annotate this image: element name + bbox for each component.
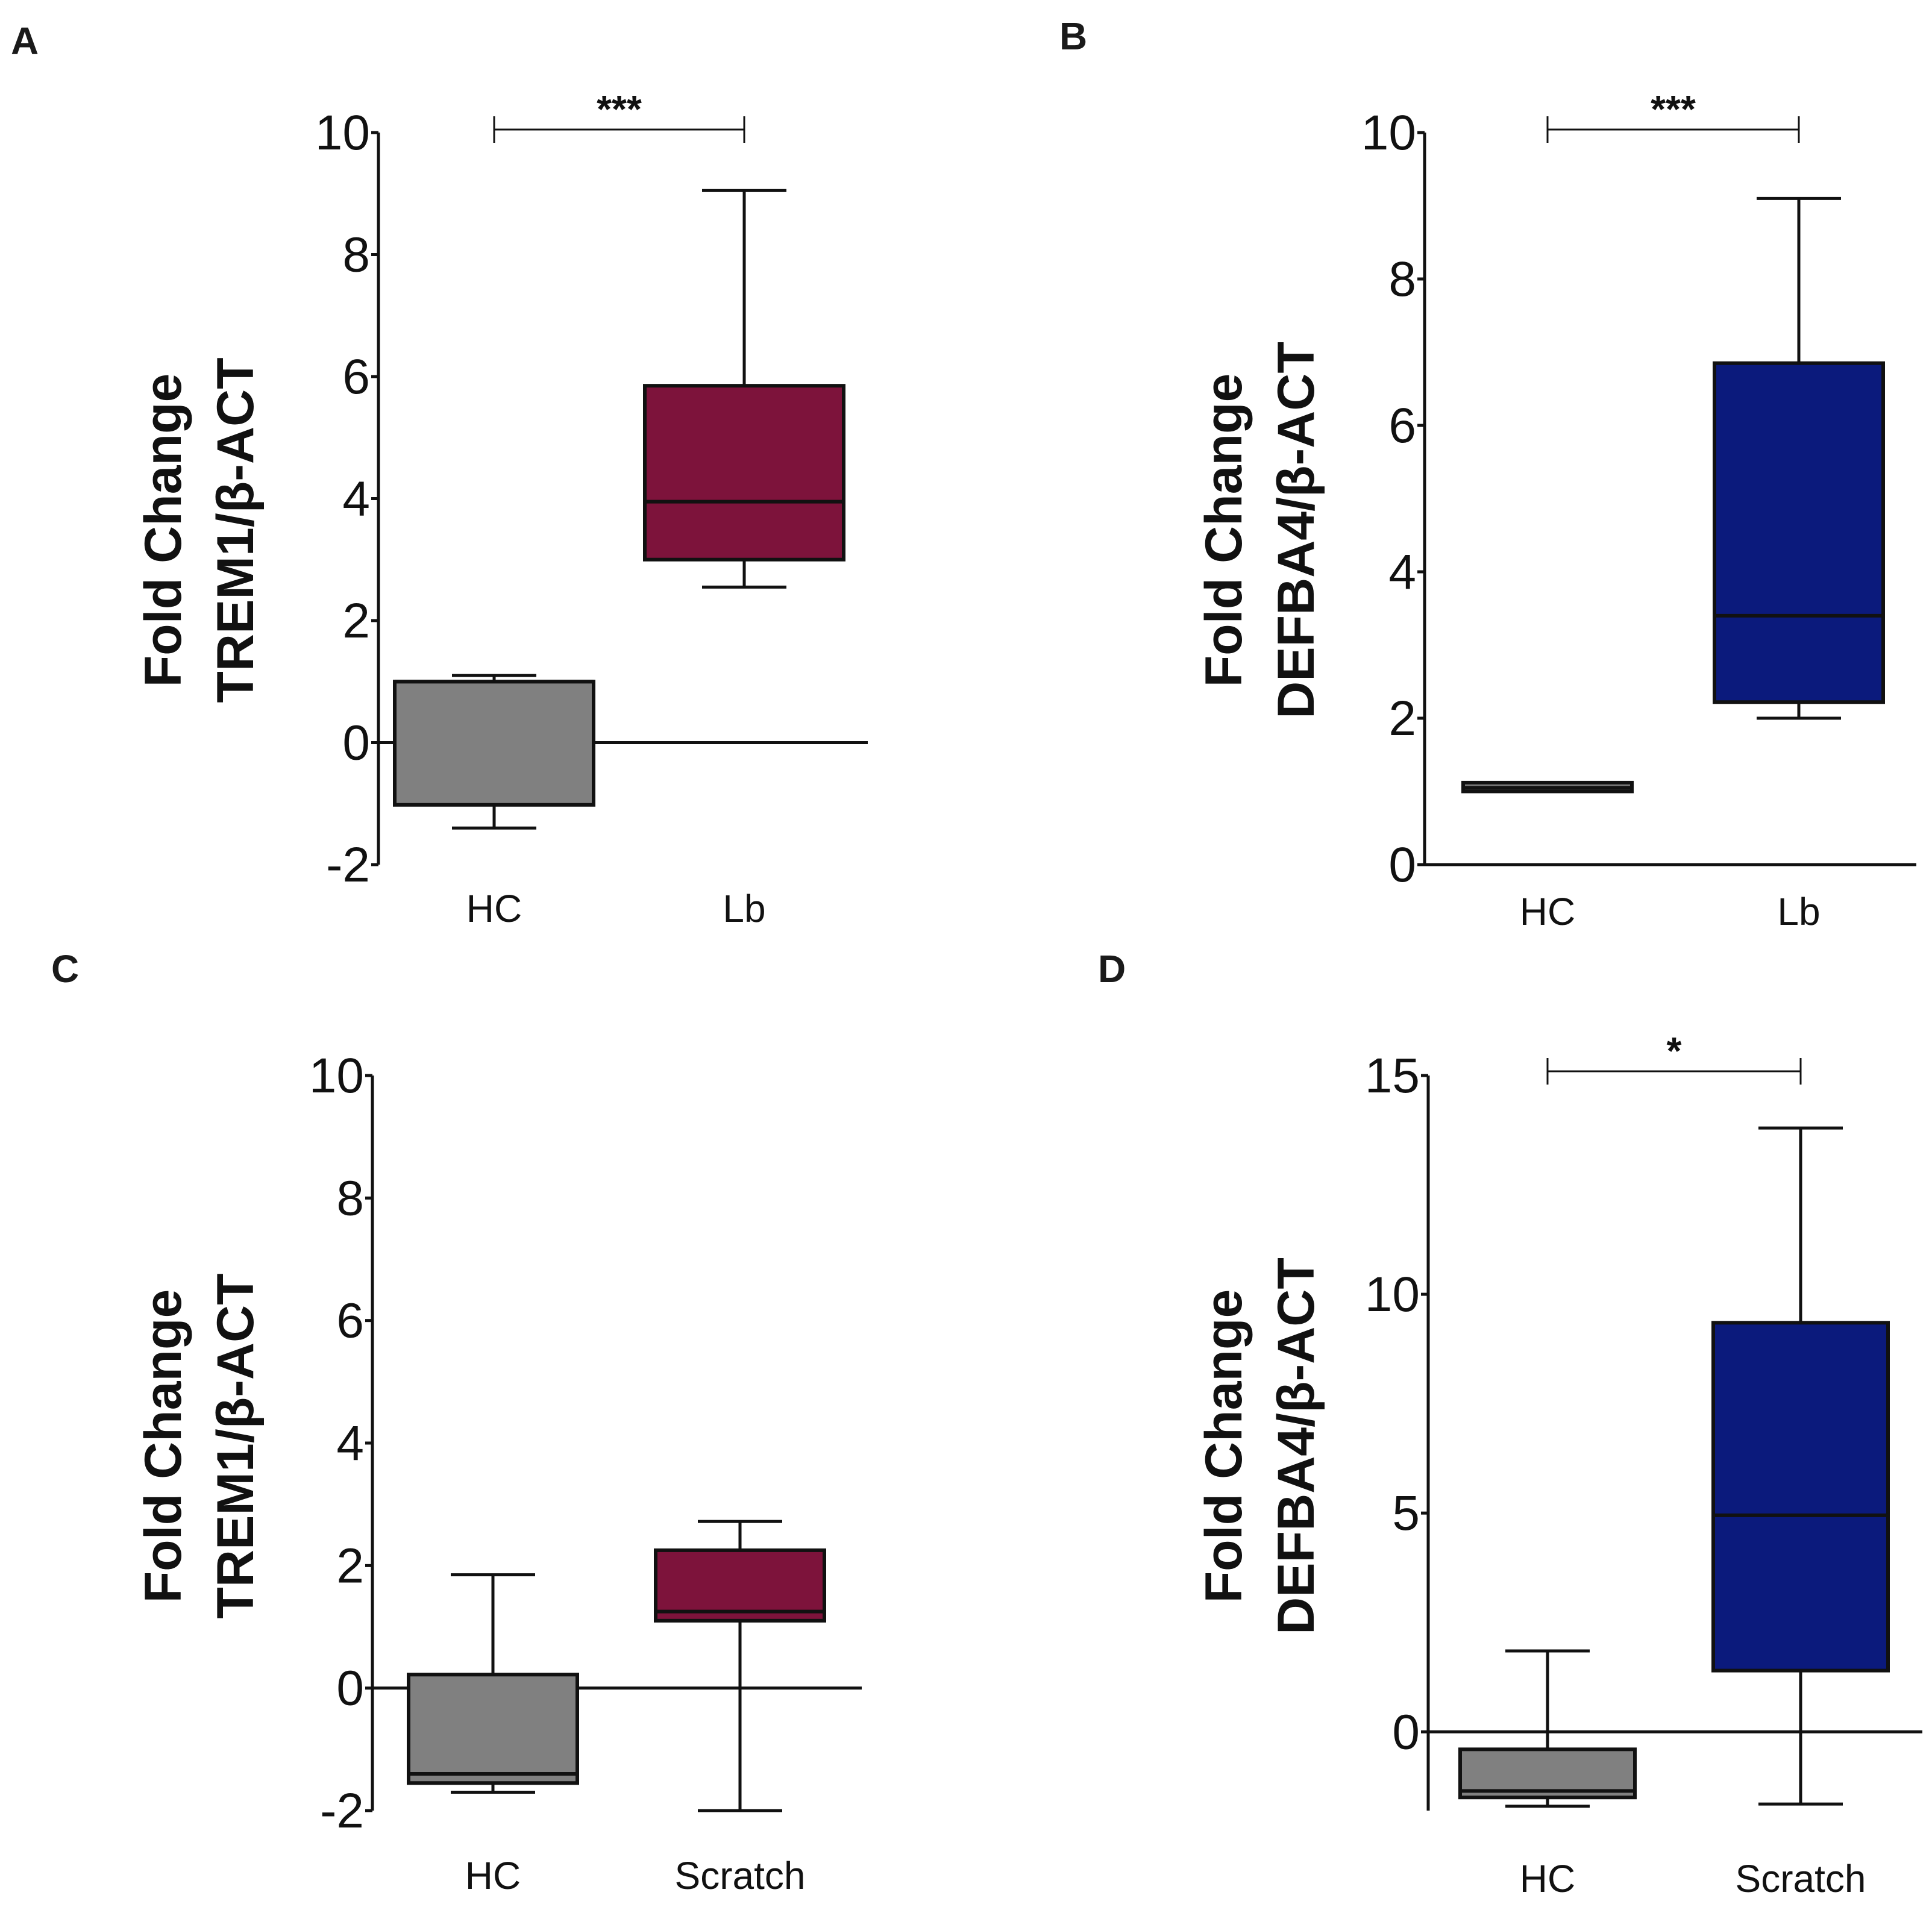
panel-c: C -2 0 2 4 6 8 10 Fold Change TREM1/β-ACT HC Scrat… [51, 947, 862, 1897]
y-tick-label: -2 [320, 1783, 364, 1838]
y-tick-label: 0 [1392, 1705, 1420, 1759]
significance-label: *** [1651, 87, 1696, 131]
y-tick-label: 6 [1388, 398, 1416, 453]
category-label: Scratch [675, 1854, 806, 1897]
y-axis-label-line1: Fold Change [1195, 374, 1253, 687]
significance-label: *** [597, 87, 642, 131]
y-axis-label-line1: Fold Change [134, 374, 192, 687]
y-axis-label-line2: TREM1/β-ACT [207, 1273, 265, 1618]
box-hc [407, 1673, 579, 1785]
y-tick-label: 4 [342, 472, 370, 527]
y-tick-label: 10 [1361, 105, 1416, 160]
panel-d: D 0 5 10 15 Fold Change DEFBA4/β-ACT HC Scratch… [1098, 947, 1922, 1900]
y-axis-label-line1: Fold Change [134, 1289, 192, 1603]
panel-letter-c: C [51, 947, 79, 991]
y-tick-label: 0 [1388, 838, 1416, 892]
box-scratch [1711, 1321, 1890, 1673]
y-tick-label: 4 [336, 1416, 364, 1471]
panel-letter-b: B [1059, 14, 1087, 58]
y-axis-label-line1: Fold Change [1195, 1289, 1253, 1603]
y-tick-label: 6 [336, 1294, 364, 1348]
category-label: HC [1520, 890, 1575, 933]
significance-label: * [1667, 1029, 1682, 1072]
box-lb [1713, 361, 1885, 704]
box-hc [393, 680, 595, 807]
panel-a: A -2 0 2 4 6 8 10 Fold Change TREM1/β-ACT HC Lb *** [11, 19, 868, 930]
y-tick-label: 5 [1392, 1486, 1420, 1541]
y-tick-label: 2 [1388, 691, 1416, 746]
category-label: Lb [723, 887, 765, 930]
y-tick-label: 10 [309, 1048, 364, 1103]
y-tick-label: 10 [315, 105, 370, 160]
y-tick-label: -2 [326, 838, 370, 892]
y-axis-label-line2: TREM1/β-ACT [207, 357, 265, 703]
y-tick-label: 2 [336, 1538, 364, 1593]
y-tick-label: 0 [336, 1661, 364, 1716]
category-label: Scratch [1736, 1857, 1866, 1900]
category-label: HC [466, 887, 522, 930]
category-label: HC [465, 1854, 521, 1897]
y-axis-label-line2: DEFBA4/β-ACT [1267, 1257, 1325, 1635]
y-tick-label: 8 [342, 228, 370, 283]
category-label: Lb [1777, 890, 1820, 933]
y-tick-label: 8 [1388, 252, 1416, 307]
panel-b: B 0 2 4 6 8 10 Fold Change DEFBA4/β-ACT HC Lb *** [1059, 14, 1916, 933]
y-tick-label: 0 [342, 716, 370, 771]
y-tick-label: 10 [1365, 1267, 1420, 1322]
y-tick-label: 8 [336, 1171, 364, 1226]
y-tick-label: 15 [1365, 1048, 1420, 1103]
box-scratch [654, 1548, 826, 1623]
panel-letter-a: A [11, 19, 39, 63]
y-tick-label: 6 [342, 349, 370, 404]
category-label: HC [1520, 1857, 1575, 1900]
y-tick-label: 4 [1388, 545, 1416, 600]
box-lb [643, 384, 845, 562]
panel-letter-d: D [1098, 947, 1126, 991]
y-axis-label-line2: DEFBA4/β-ACT [1267, 342, 1325, 719]
y-tick-label: 2 [342, 593, 370, 648]
